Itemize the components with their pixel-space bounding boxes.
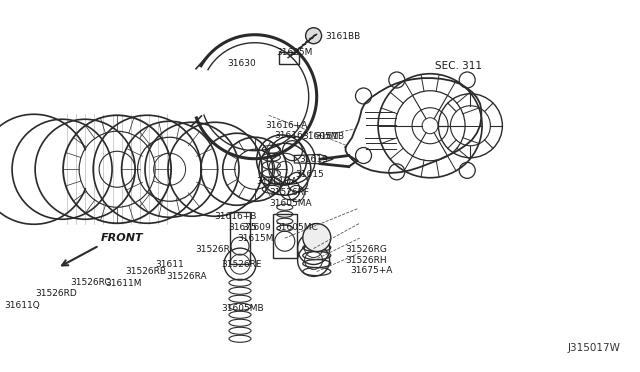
Text: 31526RF: 31526RF: [269, 188, 309, 197]
Text: 31526R: 31526R: [195, 246, 230, 254]
Text: 31605MA: 31605MA: [269, 199, 312, 208]
Text: 31605MB: 31605MB: [221, 304, 264, 313]
Text: FRONT: FRONT: [101, 233, 144, 243]
Text: 31616: 31616: [274, 131, 303, 140]
Text: 31526RH: 31526RH: [346, 256, 387, 265]
Text: 31526RE: 31526RE: [221, 260, 261, 269]
Text: 31611: 31611: [155, 260, 184, 269]
Text: 31611Q: 31611Q: [4, 301, 40, 310]
Text: 31611M: 31611M: [106, 279, 142, 288]
Text: 31526RD: 31526RD: [35, 289, 77, 298]
Text: 31526RC: 31526RC: [70, 278, 111, 287]
Circle shape: [303, 224, 331, 251]
Text: 3161B: 3161B: [315, 132, 344, 141]
Text: 3161BB: 3161BB: [325, 32, 360, 41]
Circle shape: [306, 28, 322, 44]
Bar: [279, 52, 300, 64]
Text: 31526RG: 31526RG: [346, 246, 387, 254]
Text: 31605MC: 31605MC: [275, 223, 318, 232]
Text: 31616+B: 31616+B: [214, 212, 257, 221]
Text: 31625M: 31625M: [276, 48, 313, 57]
Text: 31615M: 31615M: [237, 234, 273, 243]
Text: 316L1QA: 316L1QA: [256, 177, 297, 186]
Text: 31609: 31609: [242, 223, 271, 232]
Text: 31675: 31675: [228, 223, 257, 232]
Text: 31605M: 31605M: [302, 132, 339, 141]
Text: 31616+A: 31616+A: [266, 121, 308, 130]
Text: SEC. 311: SEC. 311: [435, 61, 482, 71]
Text: J315017W: J315017W: [568, 343, 621, 353]
Text: 31619: 31619: [300, 155, 328, 164]
Text: 31675+A: 31675+A: [351, 266, 393, 275]
Text: 31526RA: 31526RA: [166, 272, 207, 280]
Bar: [230, 212, 250, 264]
Text: 31615: 31615: [296, 170, 324, 179]
Text: 31526RB: 31526RB: [125, 267, 166, 276]
Text: 31630: 31630: [227, 60, 256, 68]
Bar: [273, 214, 297, 258]
